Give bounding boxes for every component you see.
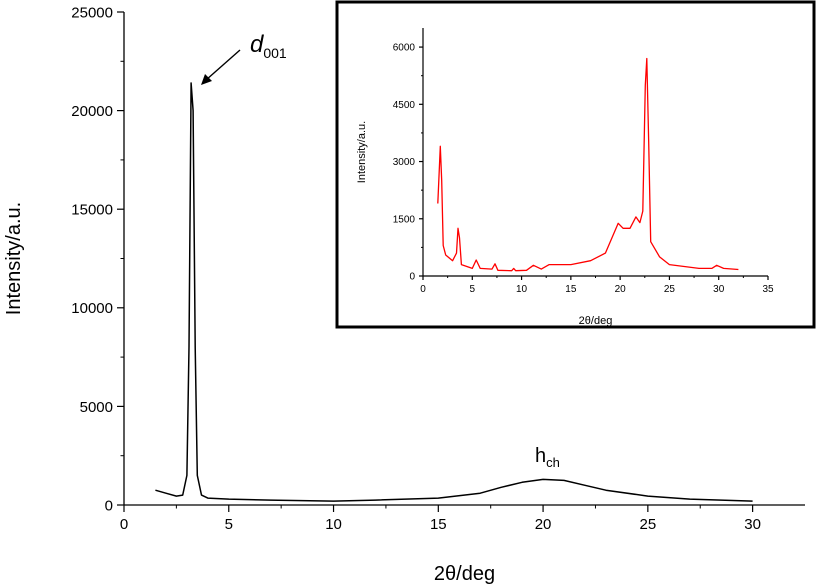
annotation-base: h — [535, 445, 546, 467]
x-tick-label: 30 — [713, 284, 725, 295]
y-tick-label: 10000 — [71, 300, 113, 317]
annotation-arrowhead — [201, 74, 212, 85]
x-tick-label: 20 — [615, 284, 627, 295]
hch-annotation: hch — [535, 445, 560, 470]
x-axis-label: 2θ/deg — [579, 315, 613, 327]
y-tick-label: 4500 — [393, 100, 416, 111]
y-tick-label: 0 — [409, 272, 415, 283]
y-tick-label: 20000 — [71, 103, 113, 120]
main-plot: 0 5 10 15 20 25 3005000100001500020000250002θ/… — [3, 4, 805, 585]
y-tick-label: 3000 — [393, 157, 416, 168]
y-tick-label: 0 — [105, 497, 113, 514]
x-tick-label: 5 — [470, 284, 476, 295]
data-series-line — [437, 57, 739, 272]
y-tick-label: 6000 — [393, 43, 416, 54]
x-tick-label: 0 — [420, 284, 426, 295]
d001-annotation: d001 — [250, 31, 287, 61]
x-tick-label: 15 — [430, 516, 447, 533]
annotation-base: d — [250, 31, 264, 58]
x-tick-label: 35 — [762, 284, 774, 295]
annotation-subscript: ch — [546, 455, 560, 470]
x-tick-label: 25 — [664, 284, 676, 295]
y-tick-label: 5000 — [80, 399, 113, 416]
x-tick-label: 0 — [120, 516, 128, 533]
inset-plot: 0 5 10 15 20 25 30 35 0 1500 3000 4500 6000 2θ/deg Int… — [356, 28, 774, 327]
data-series-line — [155, 82, 753, 502]
annotation-arrow — [205, 49, 241, 81]
y-tick-label: 25000 — [71, 4, 113, 21]
x-tick-label: 25 — [640, 516, 657, 533]
annotation-subscript: 001 — [263, 45, 287, 61]
y-tick-label: 15000 — [71, 202, 113, 219]
x-tick-label: 30 — [744, 516, 761, 533]
y-tick-label: 1500 — [393, 214, 416, 225]
x-tick-label: 20 — [535, 516, 552, 533]
x-tick-label: 15 — [565, 284, 577, 295]
x-axis-label: 2θ/deg — [434, 563, 495, 585]
y-axis-label: Intensity/a.u. — [356, 121, 368, 183]
x-tick-label: 10 — [325, 516, 342, 533]
y-axis-label: Intensity/a.u. — [3, 202, 25, 315]
inset-frame — [335, 0, 816, 329]
x-tick-label: 5 — [225, 516, 233, 533]
x-tick-label: 10 — [516, 284, 528, 295]
